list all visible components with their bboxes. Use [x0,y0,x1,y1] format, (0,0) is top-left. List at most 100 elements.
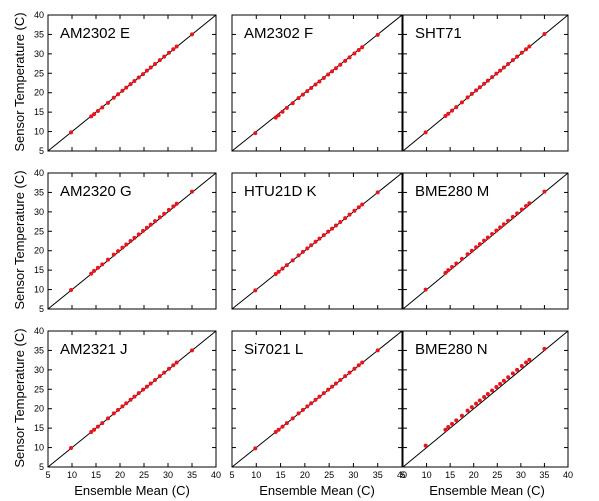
data-point [148,222,153,227]
data-point [333,223,338,228]
y-tick-label: 25 [34,226,44,236]
data-point [352,366,357,371]
data-point [128,397,133,402]
data-point [482,81,487,86]
x-tick-label: 5 [45,470,50,480]
panel-6: BME280 M [402,172,569,310]
data-point [352,51,357,56]
data-point [124,401,129,406]
data-point [111,252,116,257]
x-tick-label: 40 [397,470,407,480]
data-point [305,89,310,94]
data-point [333,381,338,386]
y-tick-label: 30 [34,365,44,375]
data-point [356,47,361,52]
data-point [100,262,105,267]
data-point [338,219,343,224]
data-point [542,346,547,351]
data-point [106,100,110,105]
y-tick-label: 15 [34,107,44,117]
y-tick-label: 15 [34,423,44,433]
data-point [89,271,94,276]
x-axis-label-col-2: Ensemble Mean (C) [259,483,375,498]
data-point [309,243,314,248]
y-tick-label: 15 [34,265,44,275]
y-tick-label: 40 [34,326,44,336]
data-point [501,222,506,227]
data-point [111,95,116,100]
x-tick-label: 10 [251,470,261,480]
data-point [116,249,121,254]
data-point [92,112,97,117]
y-tick-label: 10 [34,285,44,295]
data-point [69,130,74,135]
data-point [190,189,194,194]
data-point [450,108,455,113]
x-tick-label: 15 [445,470,455,480]
y-tick-label: 20 [34,404,44,414]
panel-7: 5 10 15 20 25 30 35 40 5 10 15 20 25 30 35 40 AM2321 J [34,326,221,480]
data-point [290,258,295,263]
data-point [347,55,352,60]
panel-1: 5 10 15 20 25 30 35 40 AM2302 E [34,10,217,156]
data-point [356,363,361,368]
data-point [276,269,281,274]
data-point [446,268,451,273]
data-point [106,257,110,262]
data-point [95,265,100,270]
data-point [510,58,515,63]
data-point [153,377,158,382]
data-point [100,421,105,426]
data-point [343,58,348,63]
x-tick-label: 20 [469,470,479,480]
data-point [506,218,511,223]
panel-title: AM2302 F [244,25,313,42]
y-tick-label: 5 [39,146,44,156]
data-point [443,114,448,119]
data-point [542,32,547,37]
data-point [482,238,487,243]
data-point [144,384,149,389]
data-point [498,68,503,73]
data-point [498,225,503,230]
one-to-one-line [402,330,569,468]
panels-layer: 5 10 15 20 25 30 35 40 AM2302 E AM2302 F SHT71 5 10 1… [34,10,573,480]
data-point [542,189,547,194]
data-point [128,239,133,243]
data-point [148,65,153,70]
data-point [313,82,318,87]
data-point [148,381,153,386]
x-tick-label: 30 [348,470,358,480]
data-point [166,207,171,212]
data-point [174,360,179,365]
data-point [305,404,310,409]
x-tick-label: 20 [115,470,125,480]
data-point [490,388,495,393]
data-point [157,215,162,220]
data-point [459,256,464,261]
data-point [89,114,94,119]
data-point [474,245,479,250]
data-point [144,225,149,230]
data-point [157,374,162,379]
data-point [120,88,125,93]
data-point [280,109,285,114]
y-axis-label-row-3: Sensor Temperature (C) [12,328,27,467]
data-point [321,391,326,396]
y-tick-label: 35 [34,29,44,39]
x-tick-label: 15 [276,470,286,480]
data-point [166,50,171,55]
data-point [317,79,322,84]
data-point [280,266,285,271]
data-point [469,405,474,410]
panel-title: Si7021 L [244,341,303,358]
x-tick-label: 5 [400,470,405,480]
data-point [330,226,335,231]
data-point [360,360,365,365]
data-point [276,427,281,432]
data-point [490,75,495,80]
x-tick-label: 25 [492,470,502,480]
data-point [89,430,94,435]
data-point [284,263,289,268]
data-point [510,214,515,219]
